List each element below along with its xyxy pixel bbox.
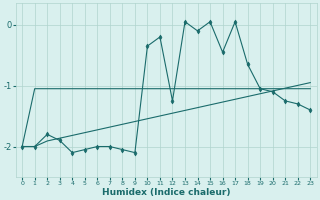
- X-axis label: Humidex (Indice chaleur): Humidex (Indice chaleur): [102, 188, 230, 197]
